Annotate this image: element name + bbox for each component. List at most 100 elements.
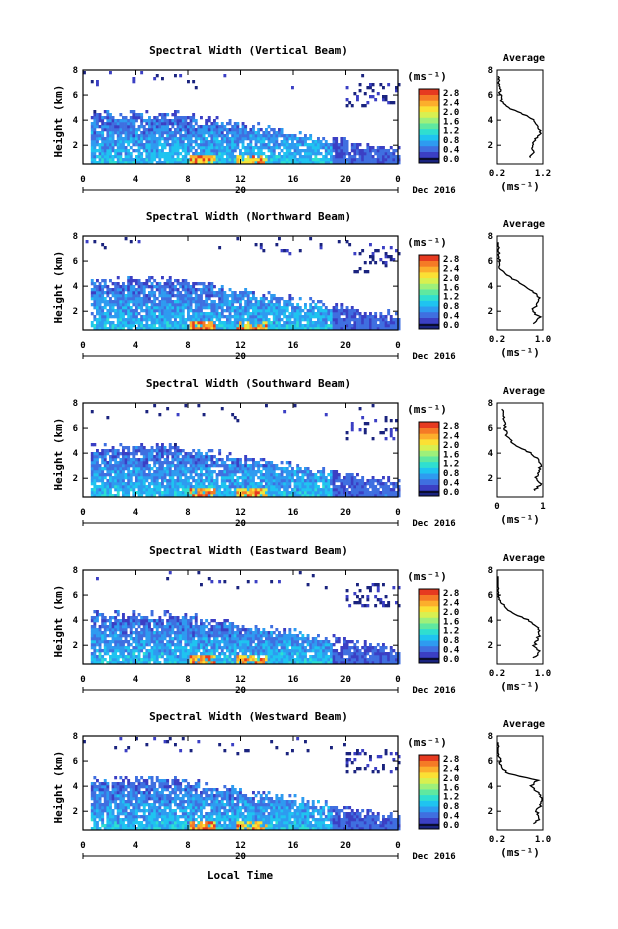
heatmap-cell bbox=[210, 479, 214, 483]
heatmap-cell bbox=[324, 413, 328, 417]
heatmap-cell bbox=[257, 470, 261, 474]
heatmap-cell bbox=[226, 303, 229, 307]
heatmap-cell bbox=[179, 655, 183, 659]
heatmap-cell bbox=[218, 158, 222, 162]
heatmap-cell bbox=[171, 294, 175, 298]
heatmap-cell bbox=[101, 140, 105, 144]
heatmap-cell bbox=[311, 161, 315, 165]
heatmap-cell bbox=[96, 649, 99, 653]
heatmap-cell bbox=[275, 312, 279, 316]
heatmap-cell bbox=[129, 119, 133, 123]
heatmap-cell bbox=[93, 161, 97, 165]
heatmap-cell bbox=[158, 482, 162, 486]
heatmap-cell bbox=[270, 140, 274, 144]
heatmap-cell bbox=[350, 327, 354, 331]
heatmap-cell bbox=[150, 134, 154, 138]
heatmap-cell bbox=[103, 312, 107, 316]
heatmap-cell bbox=[194, 282, 198, 286]
heatmap-cell bbox=[233, 137, 237, 141]
heatmap-cell bbox=[96, 661, 99, 665]
heatmap-cell bbox=[262, 458, 266, 462]
heatmap-cell bbox=[158, 288, 162, 292]
heatmap-cell bbox=[314, 482, 318, 486]
heatmap-cell bbox=[158, 134, 162, 138]
heatmap-cell bbox=[220, 297, 224, 301]
heatmap-cell bbox=[176, 140, 180, 144]
heatmap-cell bbox=[332, 479, 336, 483]
heatmap-cell bbox=[109, 161, 112, 165]
heatmap-cell bbox=[98, 312, 102, 316]
heatmap-cell bbox=[158, 622, 162, 626]
heatmap-cell bbox=[197, 479, 201, 483]
heatmap-cell bbox=[210, 143, 214, 147]
heatmap-cell bbox=[288, 161, 292, 165]
heatmap-cell bbox=[330, 146, 333, 150]
heatmap-cell bbox=[207, 119, 211, 123]
heatmap-cell bbox=[236, 158, 240, 162]
heatmap-cell bbox=[197, 488, 201, 492]
heatmap-cell bbox=[218, 491, 222, 495]
heatmap-cell bbox=[132, 610, 136, 614]
heatmap-cell bbox=[114, 637, 118, 641]
heatmap-cell bbox=[278, 161, 281, 165]
heatmap-cell bbox=[322, 303, 326, 307]
heatmap-cell bbox=[304, 467, 307, 471]
heatmap-cell bbox=[93, 479, 97, 483]
heatmap-cell bbox=[267, 306, 271, 310]
colorbar-swatch bbox=[419, 422, 439, 428]
heatmap-cell bbox=[158, 625, 162, 629]
heatmap-cell bbox=[231, 494, 235, 498]
heatmap-cell bbox=[163, 312, 167, 316]
heatmap-cell bbox=[174, 443, 177, 447]
heatmap-cell bbox=[280, 476, 284, 480]
heatmap-cell bbox=[324, 158, 328, 162]
heatmap-cell bbox=[119, 303, 123, 307]
heatmap-cell bbox=[187, 291, 190, 295]
heatmap-cell bbox=[226, 134, 229, 138]
heatmap-cell bbox=[145, 622, 149, 626]
heatmap-cell bbox=[267, 491, 271, 495]
heatmap-cell bbox=[109, 155, 112, 159]
heatmap-cell bbox=[129, 282, 133, 286]
heatmap-cell bbox=[116, 309, 120, 313]
heatmap-cell bbox=[213, 327, 216, 331]
heatmap-cell bbox=[207, 628, 211, 632]
heatmap-cell bbox=[254, 158, 258, 162]
heatmap-cell bbox=[283, 309, 287, 313]
heatmap-cell bbox=[145, 449, 149, 453]
heatmap-cell bbox=[213, 637, 216, 641]
heatmap-cell bbox=[285, 488, 289, 492]
heatmap-cell bbox=[197, 643, 201, 647]
heatmap-cell bbox=[280, 491, 284, 495]
heatmap-cell bbox=[116, 646, 120, 650]
heatmap-cell bbox=[361, 416, 365, 420]
heatmap-cell bbox=[278, 476, 281, 480]
heatmap-cell bbox=[324, 143, 328, 147]
heatmap-cell bbox=[345, 479, 349, 483]
heatmap-cell bbox=[374, 321, 378, 325]
heatmap-cell bbox=[293, 470, 297, 474]
heatmap-cell bbox=[122, 631, 125, 635]
heatmap-cell bbox=[309, 324, 313, 328]
heatmap-cell bbox=[309, 312, 313, 316]
heatmap-cell bbox=[231, 491, 235, 495]
heatmap-cell bbox=[343, 161, 346, 165]
heatmap-cell bbox=[244, 476, 248, 480]
heatmap-cell bbox=[137, 467, 141, 471]
heatmap-cell bbox=[166, 658, 170, 662]
heatmap-cell bbox=[93, 485, 97, 489]
heatmap-cell bbox=[348, 476, 352, 480]
heatmap-cell bbox=[153, 300, 157, 304]
heatmap-cell bbox=[215, 122, 219, 126]
heatmap-cell bbox=[137, 494, 141, 498]
heatmap-cell bbox=[140, 661, 144, 665]
heatmap-cell bbox=[111, 161, 115, 165]
heatmap-cell bbox=[98, 652, 102, 656]
heatmap-cell bbox=[220, 473, 224, 477]
heatmap-cell bbox=[129, 152, 133, 156]
heatmap-cell bbox=[226, 318, 229, 322]
heatmap-cell bbox=[163, 285, 167, 289]
heatmap-cell bbox=[109, 661, 112, 665]
heatmap-cell bbox=[96, 658, 99, 662]
heatmap-cell bbox=[150, 655, 154, 659]
